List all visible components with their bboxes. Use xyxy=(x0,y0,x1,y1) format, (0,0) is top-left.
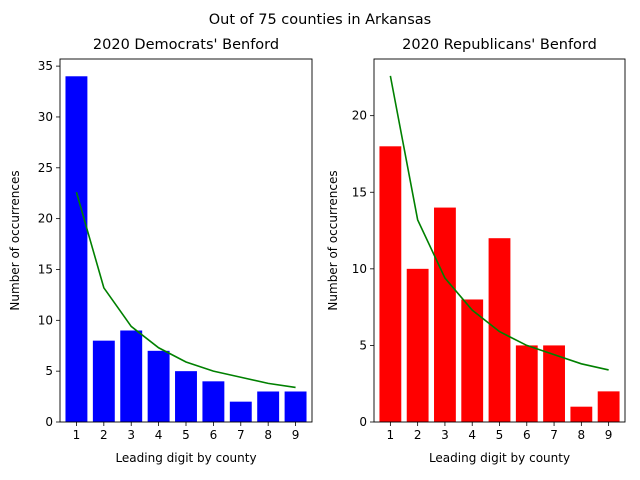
benford-expected-line xyxy=(75,191,296,389)
bar-digit-4 xyxy=(461,299,484,422)
y-tick-label: 30 xyxy=(38,110,53,124)
y-tick-label: 20 xyxy=(38,212,53,226)
bar-digit-5 xyxy=(175,371,197,422)
x-axis-label: Leading digit by county xyxy=(429,451,570,465)
x-tick-label: 1 xyxy=(387,428,395,442)
x-tick-label: 8 xyxy=(578,428,586,442)
x-tick-label: 5 xyxy=(182,428,190,442)
subplot-2: 1 2 3 4 5 6 7 8 9 0 5 10 15 20 2020 Republicans' Benfo… xyxy=(326,37,626,465)
x-tick-label: 9 xyxy=(605,428,613,442)
bar-digit-7 xyxy=(229,401,252,422)
y-tick-label: 25 xyxy=(38,161,53,175)
x-tick-label: 3 xyxy=(441,428,449,442)
y-tick-label: 10 xyxy=(38,313,53,327)
y-tick-label: 5 xyxy=(45,364,53,378)
bar-digit-6 xyxy=(515,345,538,422)
bar-digit-8 xyxy=(257,391,280,422)
y-tick-label: 20 xyxy=(352,109,367,123)
y-tick-label: 35 xyxy=(38,59,53,73)
x-tick-label: 2 xyxy=(100,428,108,442)
x-tick-label: 2 xyxy=(414,428,422,442)
bar-digit-9 xyxy=(284,391,307,422)
benford-expected-line xyxy=(389,75,609,371)
x-tick-label: 4 xyxy=(155,428,163,442)
bar-digit-7 xyxy=(543,345,565,422)
bar-digit-2 xyxy=(92,340,115,422)
x-tick-label: 4 xyxy=(468,428,476,442)
y-tick-label: 0 xyxy=(359,415,367,429)
y-axis-label: Number of occurrences xyxy=(8,170,22,310)
bar-digit-1 xyxy=(65,76,88,423)
figure-suptitle: Out of 75 counties in Arkansas xyxy=(209,12,431,28)
bar-digit-8 xyxy=(570,406,593,422)
subplot-1: 1 2 3 4 5 6 7 8 9 0 5 10 15 20 25 30 35 2020 Democrats' B… xyxy=(8,37,313,465)
x-tick-label: 9 xyxy=(292,428,300,442)
y-tick-label: 10 xyxy=(352,262,367,276)
x-tick-label: 1 xyxy=(73,428,81,442)
bar-digit-5 xyxy=(488,238,511,422)
y-tick-label: 5 xyxy=(359,338,367,352)
bar-digit-3 xyxy=(434,207,456,422)
x-tick-label: 8 xyxy=(264,428,272,442)
y-tick-label: 15 xyxy=(38,262,53,276)
x-tick-label: 7 xyxy=(237,428,245,442)
bar-digit-2 xyxy=(406,268,429,422)
y-tick-label: 15 xyxy=(352,185,367,199)
y-tick-label: 0 xyxy=(45,415,53,429)
x-axis-label: Leading digit by county xyxy=(115,451,256,465)
x-tick-label: 6 xyxy=(523,428,531,442)
y-axis-label: Number of occurrences xyxy=(326,170,340,310)
subplot-title: 2020 Democrats' Benford xyxy=(93,37,279,53)
bar-digit-3 xyxy=(120,330,143,422)
x-tick-label: 3 xyxy=(127,428,135,442)
x-tick-label: 7 xyxy=(550,428,558,442)
x-tick-label: 5 xyxy=(496,428,504,442)
bar-digit-9 xyxy=(597,391,620,422)
subplot-title: 2020 Republicans' Benford xyxy=(402,37,597,53)
x-tick-label: 6 xyxy=(210,428,218,442)
bar-digit-1 xyxy=(379,146,402,422)
bar-digit-6 xyxy=(202,381,225,422)
bar-digit-4 xyxy=(147,350,170,422)
